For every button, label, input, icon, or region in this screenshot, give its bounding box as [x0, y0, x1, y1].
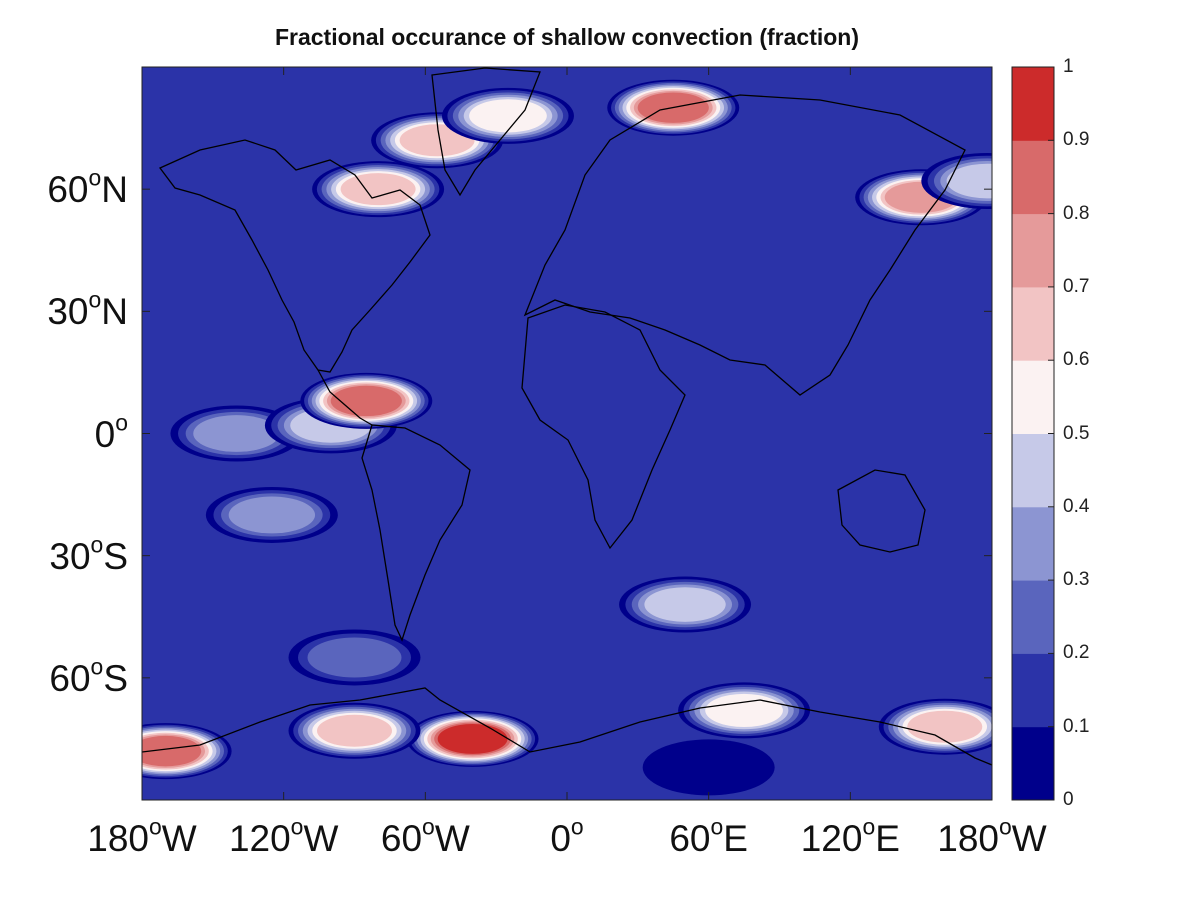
lon-label: 60oE	[669, 813, 748, 859]
colorbar-tick-label: 0.9	[1063, 129, 1090, 151]
colorbar-tick-label: 0	[1063, 789, 1074, 810]
coastline-greenland	[431, 67, 541, 197]
colorbar-segment	[1012, 286, 1054, 361]
coastline-eurasia	[523, 94, 966, 396]
coastline-africa	[521, 304, 686, 550]
lat-label: 60oN	[47, 164, 128, 211]
colorbar-tick-label: 0.6	[1063, 349, 1090, 371]
shading-greenland-sea	[469, 99, 547, 133]
colorbar-segment	[1012, 140, 1054, 215]
colorbar-segment	[1012, 653, 1054, 728]
shading-weddell-sea	[437, 724, 508, 754]
lat-label: 60oS	[49, 653, 128, 699]
shading-itcz-pacific	[193, 415, 280, 452]
lon-label: 180oW	[937, 813, 1047, 859]
lon-label: 120oW	[228, 813, 339, 859]
shading-south-indian-ocean	[644, 587, 726, 622]
colorbar-tick-label: 1	[1063, 56, 1074, 77]
shading-bering-sea	[946, 163, 992, 199]
lat-label: 0o	[94, 408, 128, 455]
colorbar-tick-label: 0.4	[1063, 495, 1090, 517]
shading-bellingshausen-sea	[317, 714, 392, 747]
colorbar-tick-label: 0.7	[1063, 275, 1090, 297]
coastline-australia	[837, 469, 926, 553]
shading-southern-ocean-belt	[307, 637, 402, 678]
colorbar-tick-label: 0.3	[1063, 569, 1090, 591]
colorbar-segment	[1012, 433, 1054, 508]
shading-south-pacific-convergence	[228, 496, 316, 534]
colorbar-segment	[1012, 726, 1054, 801]
colorbar-tick-label: 0.1	[1063, 715, 1090, 737]
shading-antarctic-interior	[642, 739, 775, 796]
colorbar-segment	[1012, 506, 1054, 581]
colorbar-segment	[1012, 67, 1054, 141]
lat-label: 30oN	[47, 286, 128, 333]
coastline-antarctica	[142, 687, 992, 766]
figure-title: Fractional occurance of shallow convecti…	[274, 24, 860, 50]
colorbar	[1011, 66, 1055, 801]
colorbar-tick-label: 0.8	[1063, 202, 1090, 224]
lon-label: 120oE	[800, 813, 900, 859]
lon-label: 60oW	[380, 813, 470, 859]
lat-label: 30oS	[49, 531, 128, 577]
shading-ross-sea	[142, 735, 202, 767]
shading-hudson-bay	[340, 173, 416, 206]
shading-george-v-land-coast	[907, 710, 983, 743]
lon-label: 0o	[550, 813, 584, 859]
coastline-central-america	[317, 369, 373, 426]
colorbar-segment	[1012, 213, 1054, 288]
colorbar-segment	[1012, 580, 1054, 654]
colorbar-tick-label: 0.5	[1063, 422, 1090, 444]
shading-east-antarctic-coast	[705, 693, 783, 727]
coastline-north-america	[158, 139, 431, 373]
lon-label: 180oW	[87, 813, 197, 859]
shading-panama-bight	[330, 385, 402, 417]
coastline-south-america	[361, 424, 471, 642]
colorbar-segment	[1012, 360, 1054, 434]
colorbar-tick-label: 0.2	[1063, 642, 1090, 664]
